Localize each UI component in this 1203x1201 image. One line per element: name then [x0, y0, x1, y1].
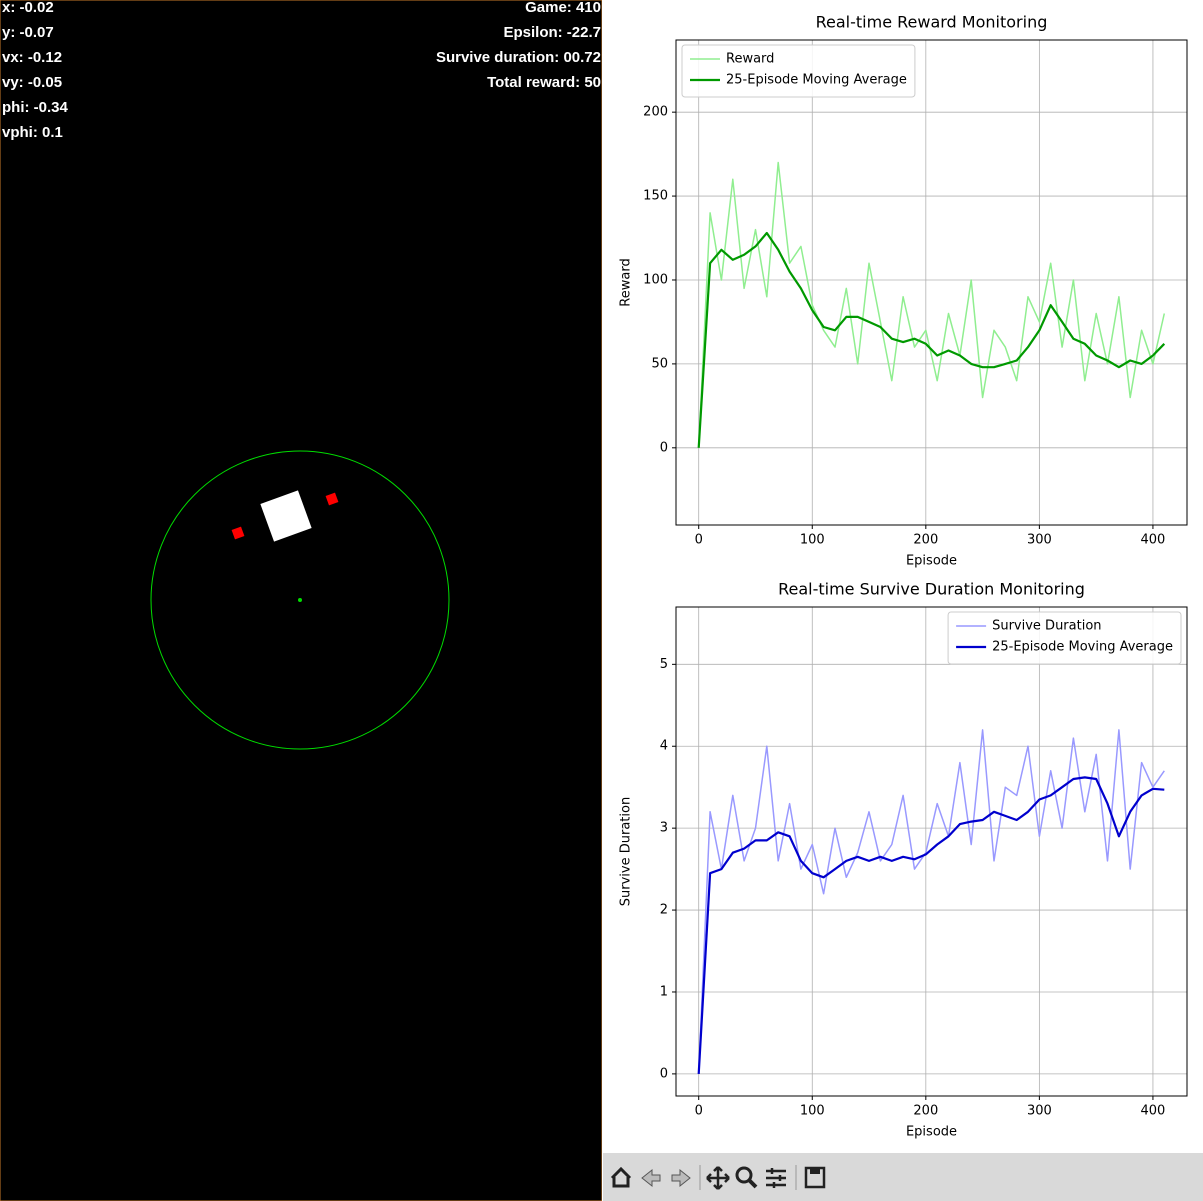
configure-button[interactable]	[766, 1168, 786, 1188]
hud-readout: vx: -0.12	[2, 49, 62, 66]
game-window: x: -0.02 y: -0.07 vx: -0.12 vy: -0.05 phi: -…	[0, 0, 602, 1201]
y-tick-label: 100	[643, 272, 668, 287]
x-axis-label: Episode	[906, 554, 957, 569]
chart-title: Real-time Reward Monitoring	[816, 13, 1048, 32]
legend: Survive Duration 25-Episode Moving Averag…	[947, 611, 1182, 665]
series-line	[697, 161, 1166, 448]
forward-button[interactable]	[671, 1168, 691, 1188]
plot-frame	[675, 39, 1188, 526]
zoom-button[interactable]	[735, 1166, 758, 1189]
legend-label: 25-Episode Moving Average	[726, 73, 907, 88]
y-tick-label: 0	[660, 440, 668, 455]
pan-button[interactable]	[706, 1166, 730, 1190]
legend-box	[681, 44, 916, 98]
x-tick-label: 400	[1141, 533, 1166, 548]
x-axis-label: Episode	[906, 1125, 957, 1140]
series-line	[697, 729, 1165, 1074]
series-line	[697, 776, 1165, 1074]
legend-box	[947, 611, 1182, 665]
hud-readout: Survive duration: 00.72	[436, 49, 601, 66]
agent-body	[260, 490, 312, 542]
hud-readout: vphi: 0.1	[2, 124, 63, 141]
back-button[interactable]	[641, 1168, 661, 1188]
chart: 0 100 200 300 400 0 50 100 150 200 Real-time Rewar…	[619, 13, 1188, 569]
y-tick-label: 50	[651, 356, 668, 371]
y-tick-label: 2	[660, 903, 668, 918]
hud: x: -0.02 y: -0.07 vx: -0.12 vy: -0.05 phi: -…	[2, 0, 601, 141]
y-tick-label: 3	[660, 821, 668, 836]
toolbar-bg	[603, 1153, 1203, 1201]
hud-readout: y: -0.07	[2, 24, 54, 41]
boundary-circle	[150, 450, 450, 750]
legend: Reward 25-Episode Moving Average	[681, 44, 916, 98]
thruster-left	[231, 526, 245, 540]
target-dot	[298, 598, 302, 602]
plot-frame	[675, 606, 1188, 1097]
x-tick-label: 200	[913, 533, 938, 548]
y-tick-label: 4	[660, 739, 668, 754]
x-tick-label: 400	[1141, 1104, 1166, 1119]
save-button[interactable]	[804, 1166, 826, 1189]
chart-title: Real-time Survive Duration Monitoring	[778, 580, 1085, 599]
hud-readout: phi: -0.34	[2, 99, 69, 116]
x-tick-label: 200	[913, 1104, 938, 1119]
y-tick-label: 200	[643, 105, 668, 120]
y-tick-label: 0	[660, 1066, 668, 1081]
chart: 0 100 200 300 400 0 1 2 3 4 5 Real-time Survive Dur…	[619, 580, 1188, 1140]
series-line	[697, 231, 1166, 448]
y-tick-label: 5	[660, 657, 668, 672]
toolbar	[603, 1153, 1203, 1201]
legend-label: Reward	[726, 52, 774, 67]
hud-readout: vy: -0.05	[2, 74, 62, 91]
home-button[interactable]	[610, 1166, 632, 1188]
legend-label: Survive Duration	[992, 619, 1101, 634]
x-tick-label: 300	[1027, 533, 1052, 548]
thruster-right	[325, 492, 339, 506]
x-tick-label: 100	[800, 1104, 825, 1119]
hud-readout: x: -0.02	[2, 0, 54, 16]
hud-readout: Total reward: 50	[487, 74, 601, 91]
hud-readout: Epsilon: -22.7	[503, 24, 601, 41]
plot-window	[603, 0, 1203, 1153]
x-tick-label: 0	[695, 533, 703, 548]
y-axis-label: Survive Duration	[619, 797, 634, 906]
x-tick-label: 0	[695, 1104, 703, 1119]
hud-readout: Game: 410	[525, 0, 601, 16]
x-tick-label: 100	[800, 533, 825, 548]
x-tick-label: 300	[1027, 1104, 1052, 1119]
legend-label: 25-Episode Moving Average	[992, 640, 1173, 655]
y-tick-label: 1	[660, 984, 668, 999]
y-axis-label: Reward	[619, 258, 634, 306]
y-tick-label: 150	[643, 189, 668, 204]
